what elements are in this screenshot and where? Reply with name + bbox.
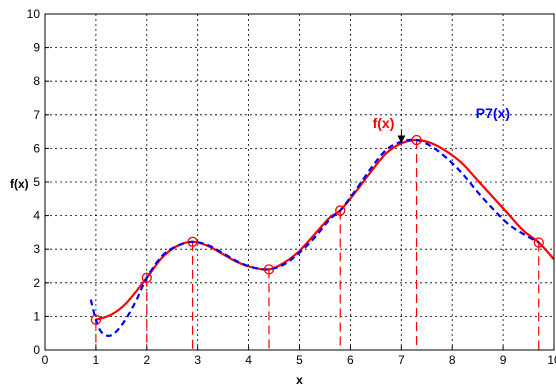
y-axis-label: f(x) (10, 177, 29, 191)
node-marker (411, 134, 422, 146)
y-tick-label: 5 (33, 175, 40, 189)
y-tick-label: 7 (33, 108, 40, 122)
y-tick-label: 9 (33, 41, 40, 55)
x-tick-label: 7 (398, 353, 405, 367)
x-tick-label: 9 (500, 353, 507, 367)
x-tick-label: 4 (245, 353, 252, 367)
y-tick-label: 0 (33, 343, 40, 357)
x-tick-label: 10 (547, 353, 556, 367)
x-tick-label: 6 (347, 353, 354, 367)
x-tick-label: 5 (296, 353, 303, 367)
node-markers (90, 134, 544, 325)
x-tick-label: 0 (42, 353, 49, 367)
y-tick-label: 10 (27, 7, 41, 21)
node-marker (141, 272, 152, 283)
node-marker (263, 264, 275, 275)
node-marker (187, 236, 198, 247)
node-marker (90, 314, 102, 325)
y-tick-label: 4 (33, 209, 40, 223)
x-tick-label: 2 (143, 353, 150, 367)
x-tick-label: 8 (449, 353, 456, 367)
grid-lines (45, 14, 554, 350)
node-marker (335, 205, 346, 216)
series-line-p7 (89, 138, 540, 337)
x-tick-label: 1 (93, 353, 100, 367)
x-axis-label: x (296, 373, 303, 387)
y-tick-label: 3 (33, 242, 40, 256)
x-tick-label: 3 (194, 353, 201, 367)
node-marker (533, 237, 544, 248)
annotations: f(x) P7(x) (373, 105, 510, 144)
y-tick-label: 8 (33, 74, 40, 88)
y-tick-label: 6 (33, 141, 40, 155)
series-group (89, 138, 555, 337)
annotation-label: P7(x) (476, 105, 510, 121)
series-line-f (95, 138, 555, 321)
y-tick-label: 1 (33, 309, 40, 323)
y-tick-label: 2 (33, 276, 40, 290)
annotation-label: f(x) (373, 115, 395, 131)
axis-ticks: 0 1 2 3 4 5 6 7 8 9 10 0 1 2 3 4 5 6 7 8 9 10 (27, 7, 556, 367)
node-stems (95, 140, 540, 350)
